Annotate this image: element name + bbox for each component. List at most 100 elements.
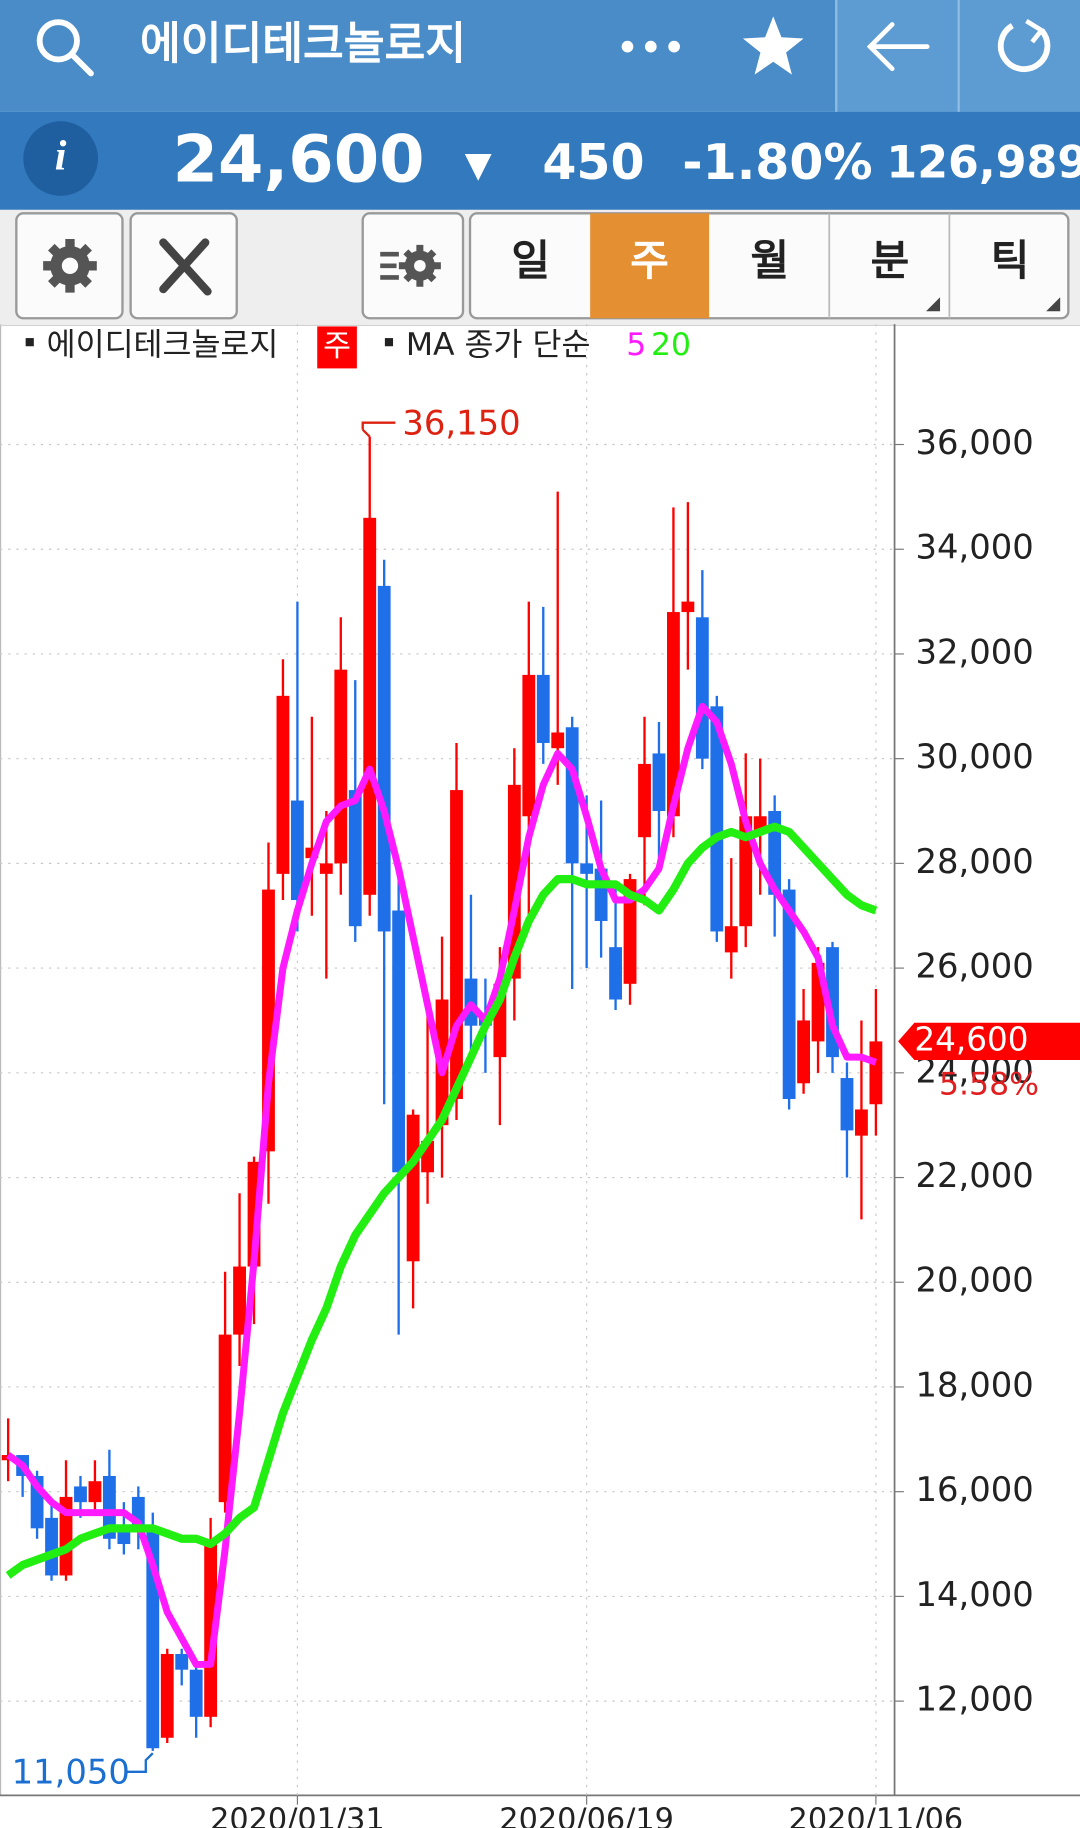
candle-body (406, 1114, 420, 1262)
y-tick-label: 16,000 (916, 1470, 1034, 1509)
current-price: 24,600 (173, 121, 425, 197)
x-tick-label: 2020/11/06 (789, 1803, 964, 1828)
gear-icon (43, 238, 97, 293)
dropdown-indicator (1046, 297, 1061, 312)
plot: 12,00014,00016,00018,00020,00022,00024,0… (0, 324, 1080, 1828)
volume: 126,989 (886, 138, 1080, 189)
ma-line (6, 702, 878, 1668)
candle-body (189, 1669, 203, 1717)
y-tick-label: 26,000 (916, 947, 1034, 986)
favorite-icon[interactable] (742, 16, 804, 75)
price-direction: ▼ (465, 146, 492, 186)
change-rate: -1.80% (682, 134, 872, 191)
y-tick-label: 18,000 (916, 1365, 1034, 1404)
stock-title[interactable]: 에이디테크놀로지 (140, 19, 466, 70)
candle-body (363, 517, 377, 895)
candle-body (710, 706, 724, 932)
y-tick-label: 32,000 (916, 632, 1034, 671)
candle-body (175, 1653, 189, 1670)
y-tick-label: 14,000 (916, 1575, 1034, 1614)
candle-body (840, 1078, 854, 1131)
candle-body (59, 1496, 73, 1576)
legend-ma: MA 종가 단순 (406, 327, 591, 363)
legend-bullet (25, 338, 34, 347)
info-button[interactable] (23, 121, 98, 196)
candle-body (681, 601, 695, 613)
candle-body (276, 695, 290, 874)
candle-body (88, 1481, 102, 1503)
candle-body (348, 790, 362, 927)
candle-body (580, 863, 594, 874)
back-icon[interactable] (866, 22, 930, 72)
tab[interactable]: 일 (511, 236, 550, 285)
y-tick-label: 12,000 (916, 1680, 1034, 1719)
y-tick-label: 34,000 (916, 528, 1034, 567)
candle-body (204, 1544, 218, 1717)
tab[interactable]: 주 (630, 236, 669, 285)
y-tick-label: 30,000 (916, 737, 1034, 776)
x-tick-label: 2020/01/31 (210, 1803, 385, 1828)
refresh-icon[interactable] (997, 18, 1051, 72)
candle-body (74, 1486, 87, 1503)
price-bar (0, 111, 1080, 210)
price-change: 450 (542, 134, 644, 191)
candle-body (797, 1020, 810, 1084)
last-price-label: 24,600 (914, 1020, 1028, 1058)
y-tick-label: 28,000 (916, 842, 1034, 881)
candle-body (855, 1109, 868, 1136)
candle-body (536, 674, 550, 743)
tab[interactable]: 월 (750, 236, 789, 285)
candle-body (392, 910, 406, 1173)
candle-body (638, 763, 651, 838)
more-icon[interactable] (621, 40, 680, 53)
x-tick-label: 2020/06/19 (499, 1803, 674, 1828)
last-change-label: 5.58% (939, 1067, 1039, 1103)
candle-body (551, 732, 565, 749)
y-tick-label: 22,000 (916, 1156, 1034, 1195)
candle-body (334, 669, 348, 864)
candle-body (522, 674, 536, 817)
candle-body (869, 1041, 883, 1105)
search-icon[interactable] (36, 19, 94, 77)
high-arrow (361, 421, 396, 438)
ma-line (5, 822, 878, 1579)
candle-body (233, 1266, 246, 1335)
legend-bullet (384, 338, 394, 347)
tab[interactable]: 틱 (991, 236, 1030, 285)
high-label: 36,150 (402, 404, 520, 443)
last-price-tag (898, 1022, 1080, 1061)
candle-body (218, 1334, 232, 1503)
chart-area (0, 324, 1080, 1828)
tools-icon (159, 238, 212, 296)
candle-body (623, 879, 637, 984)
candle-body (160, 1653, 174, 1738)
info-icon: i (55, 133, 67, 179)
tab[interactable]: 분 (871, 236, 910, 285)
candle-body (319, 863, 333, 874)
candle-body (45, 1517, 58, 1576)
tab-selected (590, 213, 710, 319)
candle-body (450, 790, 463, 1099)
legend-period: 주 (323, 329, 351, 364)
y-tick-label: 20,000 (916, 1261, 1034, 1300)
candle-body (739, 816, 753, 927)
low-label: 11,050 (12, 1753, 130, 1792)
legend-period-box (317, 326, 357, 369)
legend-series: 5 (626, 327, 646, 363)
candle-body (609, 947, 622, 1000)
candle-body (695, 617, 709, 759)
candle-body (724, 926, 738, 953)
candle-body (652, 753, 666, 812)
legend-series: 20 (651, 327, 691, 363)
candle-body (377, 585, 391, 932)
candle-body (102, 1475, 116, 1539)
dropdown-indicator (926, 297, 941, 312)
y-tick-label: 36,000 (916, 423, 1034, 462)
legend-stock: 에이디테크놀로지 (47, 327, 279, 363)
candle-body (290, 800, 304, 901)
candle-body (667, 612, 680, 817)
candle-body (782, 889, 796, 1099)
indicator-icon (380, 244, 441, 287)
